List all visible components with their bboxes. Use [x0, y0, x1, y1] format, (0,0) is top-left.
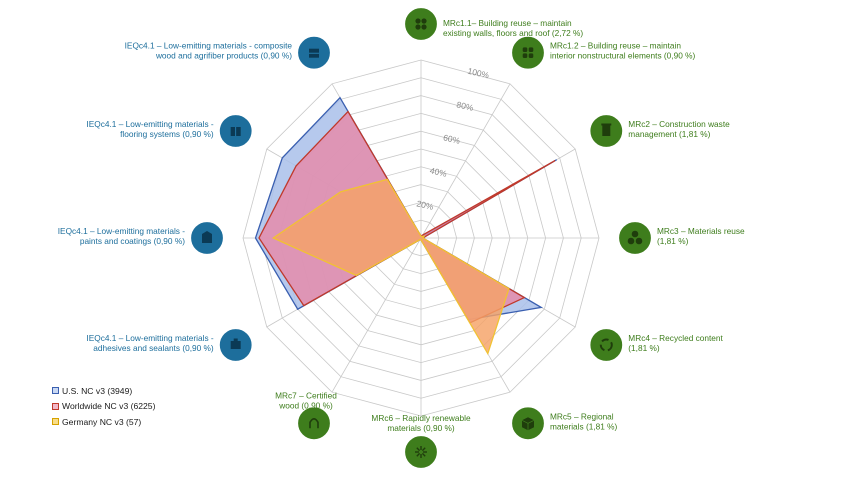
category-label-line: materials (0,90 %) — [387, 423, 455, 433]
legend-item-us: U.S. NC v3 (3949) — [52, 383, 155, 399]
category-label-line: MRc3 – Materials reuse — [657, 226, 745, 236]
legend: U.S. NC v3 (3949) Worldwide NC v3 (6225)… — [52, 383, 155, 430]
tick-label: 80% — [456, 99, 475, 113]
category-label-line: IEQc4.1 – Low-emitting materials - — [58, 226, 186, 236]
category-label-6: MRc6 – Rapidly renewable materials (0,90 … — [371, 413, 471, 433]
category-label-line: IEQc4.1 – Low-emitting materials - — [86, 333, 214, 343]
category-label-7: MRc7 – Certified wood (0,90 %) — [275, 390, 337, 410]
tick-label: 20% — [416, 198, 435, 212]
category-label-line: MRc2 – Construction waste — [628, 119, 730, 129]
category-label-line: paints and coatings (0,90 %) — [80, 236, 185, 246]
legend-swatch-us — [52, 387, 59, 395]
legend-label-worldwide: Worldwide NC v3 (6225) — [62, 401, 156, 412]
interior-reuse-icon — [510, 35, 546, 70]
grid-spoke — [420, 83, 511, 239]
category-label-line: MRc5 – Regional — [550, 411, 614, 421]
series-areas — [254, 96, 558, 356]
category-label-5: MRc5 – Regional materials (1,81 %) — [550, 411, 618, 431]
category-label-0: MRc1.1– Building reuse – maintain existin… — [443, 18, 583, 38]
category-label-9: IEQc4.1 – Low-emitting materials -paints… — [58, 226, 186, 246]
waste-bin-icon — [589, 113, 624, 149]
flooring-icon — [218, 113, 253, 149]
category-label-11: IEQc4.1 – Low-emitting materials - compo… — [125, 41, 293, 61]
legend-item-worldwide: Worldwide NC v3 (6225) — [52, 399, 155, 415]
category-label-line: adhesives and sealants (0,90 %) — [93, 343, 214, 353]
category-label-line: materials (1,81 %) — [550, 421, 618, 431]
category-label-line: (1,81 %) — [657, 236, 689, 246]
legend-label-us: U.S. NC v3 (3949) — [62, 385, 133, 396]
category-label-line: MRc7 – Certified — [275, 390, 337, 400]
category-label-8: IEQc4.1 – Low-emitting materials -adhesi… — [86, 333, 214, 353]
category-label-line: existing walls, floors and roof (2,72 %) — [443, 28, 583, 38]
legend-swatch-germany — [52, 418, 59, 426]
category-label-2: MRc2 – Construction waste management (1,8… — [628, 119, 730, 139]
category-label-line: flooring systems (0,90 %) — [120, 129, 214, 139]
tick-label: 40% — [429, 165, 448, 179]
legend-label-germany: Germany NC v3 (57) — [62, 416, 142, 427]
category-label-line: wood and agrifiber products (0,90 %) — [155, 51, 292, 61]
category-label-line: interior nonstructural elements (0,90 %) — [550, 51, 695, 61]
building-reuse-icon — [403, 6, 439, 42]
category-label-line: IEQc4.1 – Low-emitting materials - compo… — [125, 41, 293, 51]
category-labels: MRc1.1– Building reuse – maintain existin… — [58, 18, 745, 433]
legend-swatch-worldwide — [52, 402, 59, 410]
materials-reuse-icon — [617, 220, 653, 256]
certified-wood-icon — [296, 406, 332, 441]
tick-label: 100% — [467, 66, 491, 81]
category-label-3: MRc3 – Materials reuse (1,81 %) — [657, 226, 745, 246]
category-label-line: IEQc4.1 – Low-emitting materials - — [86, 119, 214, 129]
paint-can-icon — [189, 220, 225, 256]
renewable-plant-icon — [403, 434, 439, 470]
category-label-10: IEQc4.1 – Low-emitting materials -floori… — [86, 119, 214, 139]
category-label-line: (1,81 %) — [628, 343, 660, 353]
recycle-icon — [589, 327, 624, 363]
category-label-4: MRc4 – Recycled content (1,81 %) — [628, 333, 723, 353]
regional-cube-icon — [510, 406, 546, 441]
category-label-line: MRc1.2 – Building reuse – maintain — [550, 41, 681, 51]
category-label-line: MRc1.1– Building reuse – maintain — [443, 18, 572, 28]
category-label-1: MRc1.2 – Building reuse – maintain interi… — [550, 41, 695, 61]
category-icons — [189, 6, 653, 470]
legend-item-germany: Germany NC v3 (57) — [52, 414, 155, 430]
category-label-line: MRc4 – Recycled content — [628, 333, 723, 343]
radial-tick-labels: 20% 40% 60% 80% 100% — [416, 66, 491, 212]
composite-wood-icon — [296, 35, 332, 70]
adhesive-tube-icon — [218, 327, 253, 363]
category-label-line: wood (0,90 %) — [278, 400, 333, 410]
tick-label: 60% — [442, 132, 461, 146]
category-label-line: management (1,81 %) — [628, 129, 710, 139]
grid-spoke — [331, 237, 422, 393]
category-label-line: MRc6 – Rapidly renewable — [371, 413, 471, 423]
